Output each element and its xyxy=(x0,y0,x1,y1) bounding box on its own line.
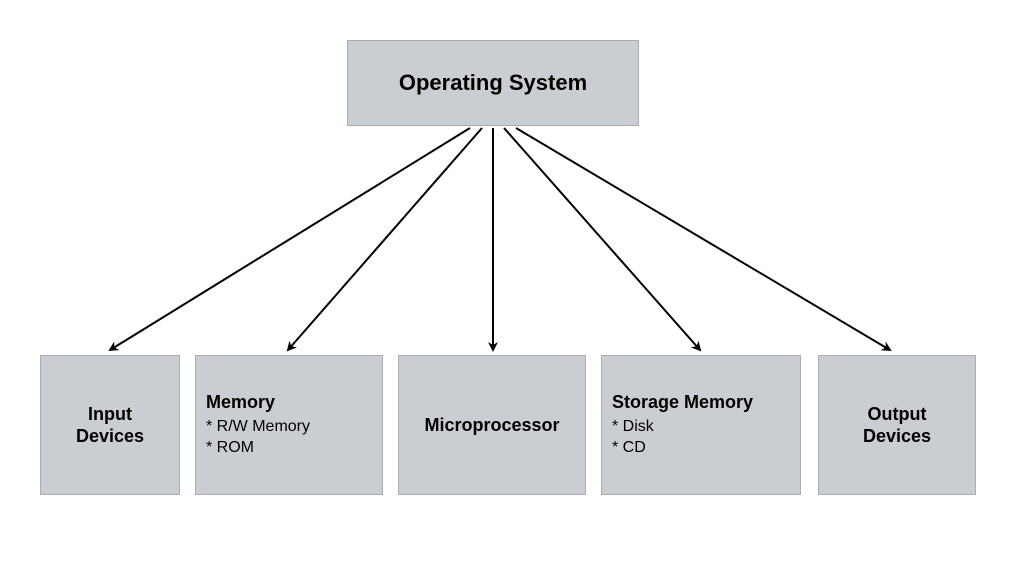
node-storage: Storage Memory* Disk* CD xyxy=(601,355,801,495)
node-input: InputDevices xyxy=(40,355,180,495)
node-memory: Memory* R/W Memory* ROM xyxy=(195,355,383,495)
node-title: Operating System xyxy=(399,69,587,97)
node-micro: Microprocessor xyxy=(398,355,586,495)
edge-root-input xyxy=(110,128,470,350)
node-title: InputDevices xyxy=(76,403,144,448)
edge-root-output xyxy=(516,128,890,350)
node-title: Storage Memory xyxy=(612,391,753,414)
node-bullets: * Disk* CD xyxy=(612,416,654,459)
node-output: OutputDevices xyxy=(818,355,976,495)
edge-root-memory xyxy=(288,128,482,350)
edge-root-storage xyxy=(504,128,700,350)
node-root: Operating System xyxy=(347,40,639,126)
node-bullets: * R/W Memory* ROM xyxy=(206,416,310,459)
node-title: Memory xyxy=(206,391,275,414)
node-title: Microprocessor xyxy=(424,414,559,437)
node-title: OutputDevices xyxy=(863,403,931,448)
